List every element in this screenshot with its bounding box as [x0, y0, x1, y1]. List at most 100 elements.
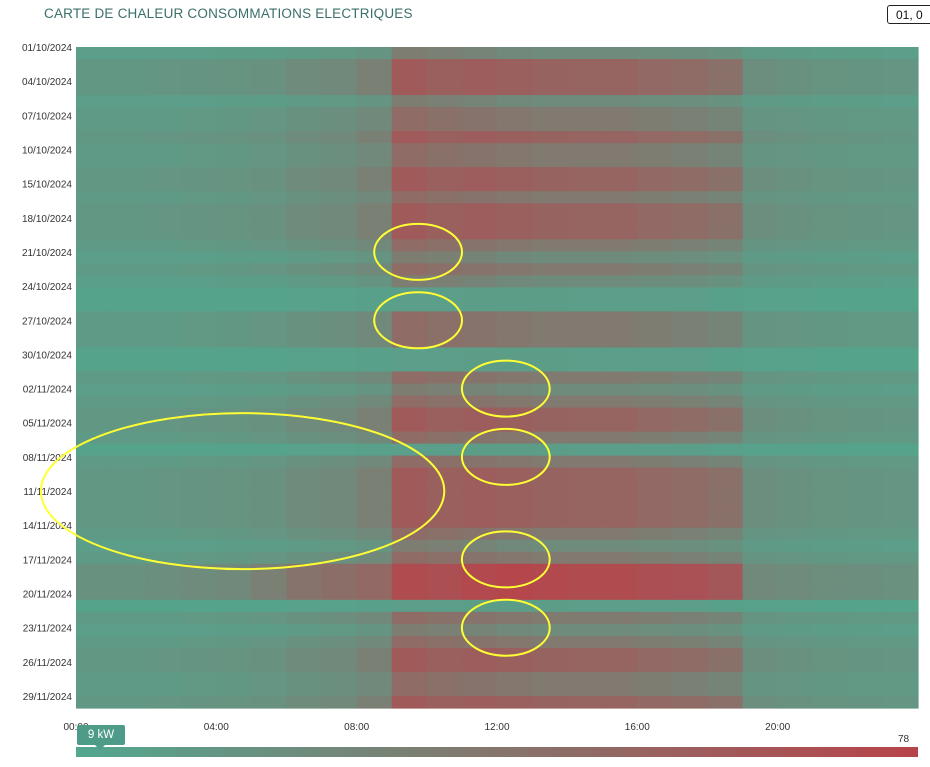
heatmap-cell	[321, 83, 358, 96]
legend-min-handle[interactable]: 9 kW	[77, 725, 125, 750]
heatmap-cell	[391, 299, 428, 312]
heatmap-cell	[146, 695, 182, 709]
heatmap-cell	[216, 239, 253, 252]
heatmap-cell	[742, 563, 779, 577]
heatmap-cell	[532, 119, 568, 132]
heatmap-cell	[216, 695, 253, 709]
heatmap-cell	[882, 455, 919, 469]
heatmap-cell	[847, 59, 884, 72]
heatmap-cell	[882, 671, 919, 685]
heatmap-cell	[847, 275, 884, 288]
heatmap-cell	[426, 47, 463, 60]
heatmap-cell	[567, 359, 603, 373]
heatmap-cell	[742, 539, 779, 553]
heatmap-cell	[391, 95, 428, 108]
y-tick-label: 15/10/2024	[22, 180, 72, 191]
heatmap-cell	[321, 59, 358, 72]
heatmap-cell	[111, 491, 147, 505]
heatmap-cell	[251, 551, 288, 565]
y-tick-label: 04/10/2024	[22, 77, 72, 88]
heatmap-cell	[882, 155, 919, 168]
heatmap-cell	[742, 431, 779, 445]
heatmap-cell	[497, 611, 533, 625]
heatmap-cell	[567, 155, 603, 168]
heatmap-cell	[216, 491, 253, 505]
heatmap-cell	[356, 227, 393, 240]
heatmap-cell	[707, 551, 744, 565]
heatmap-cell	[637, 515, 674, 529]
heatmap-cell	[356, 431, 393, 445]
heatmap-cell	[812, 107, 849, 120]
heatmap-cell	[637, 287, 674, 300]
heatmap-cell	[637, 143, 674, 156]
heatmap-cell	[497, 335, 533, 349]
heatmap-cell	[356, 599, 393, 613]
heatmap-cell	[742, 227, 779, 240]
heatmap-cell	[812, 647, 849, 661]
heatmap-cell	[602, 275, 638, 288]
heatmap-cell	[847, 263, 884, 276]
heatmap-cell	[461, 143, 498, 156]
heatmap-cell	[216, 635, 253, 649]
heatmap-cell	[777, 203, 814, 216]
heatmap-cell	[637, 599, 674, 613]
heatmap-cell	[777, 419, 814, 433]
heatmap-cell	[707, 323, 744, 337]
heatmap-cell	[497, 71, 533, 84]
heatmap-cell	[251, 47, 288, 60]
heatmap-cell	[251, 575, 288, 589]
heatmap-cell	[461, 623, 498, 637]
heatmap-cell	[497, 311, 533, 325]
heatmap-cell	[882, 299, 919, 312]
heatmap-cell	[532, 539, 568, 553]
heatmap-cell	[461, 215, 498, 228]
heatmap-cell	[672, 407, 709, 421]
heatmap-cell	[532, 371, 568, 385]
heatmap-cell	[637, 119, 674, 132]
heatmap-cell	[251, 71, 288, 84]
heatmap-cell	[567, 563, 603, 577]
heatmap-cell	[672, 263, 709, 276]
heatmap-cell	[742, 215, 779, 228]
heatmap-cell	[672, 467, 709, 481]
heatmap-cell	[111, 167, 147, 180]
heatmap-cell	[812, 407, 849, 421]
heatmap-cell	[356, 443, 393, 457]
heatmap-cell	[672, 335, 709, 349]
heatmap-cell	[321, 95, 358, 108]
heatmap-cell	[286, 539, 323, 553]
heatmap-cell	[146, 587, 182, 601]
heatmap-cell	[461, 371, 498, 385]
y-axis: 01/10/2024 04/10/2024 07/10/2024 10/10/2024…	[22, 43, 72, 703]
heatmap-cell	[567, 119, 603, 132]
heatmap-cell	[461, 71, 498, 84]
heatmap-cell	[637, 527, 674, 541]
heatmap-cell	[146, 563, 182, 577]
heatmap-cell	[532, 587, 568, 601]
heatmap-cell	[532, 659, 568, 673]
heatmap-cell	[672, 167, 709, 180]
heatmap-cell	[637, 467, 674, 481]
heatmap-cell	[76, 227, 112, 240]
heatmap-cell	[146, 419, 182, 433]
heatmap-cell	[742, 47, 779, 60]
heatmap-cell	[251, 59, 288, 72]
heatmap-cell	[497, 215, 533, 228]
heatmap-cell	[532, 287, 568, 300]
heatmap-cell	[286, 395, 323, 409]
heatmap-cell	[321, 491, 358, 505]
heatmap-cell	[356, 179, 393, 192]
heatmap-cell	[356, 455, 393, 469]
color-legend-bar[interactable]	[76, 747, 918, 757]
date-selector[interactable]: 01, 0	[887, 5, 930, 24]
heatmap-cell	[637, 647, 674, 661]
heatmap-cell	[286, 167, 323, 180]
heatmap-cell	[426, 599, 463, 613]
heatmap-cell	[602, 635, 638, 649]
heatmap-cell	[812, 539, 849, 553]
heatmap-cell	[567, 275, 603, 288]
heatmap-cell	[637, 419, 674, 433]
heatmap-cell	[76, 239, 112, 252]
heatmap-cell	[882, 239, 919, 252]
heatmap-cell	[181, 47, 217, 60]
